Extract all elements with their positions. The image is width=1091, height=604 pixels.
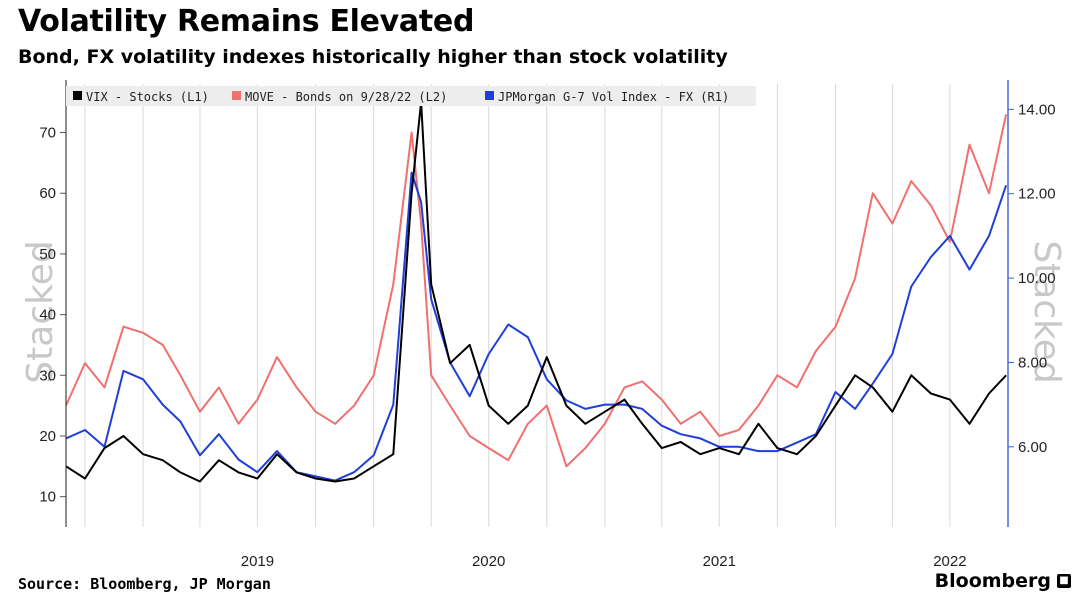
bloomberg-logo-icon: ■	[1057, 574, 1071, 588]
watermark-left: Stacked	[20, 240, 61, 383]
legend-label-move: MOVE - Bonds on 9/28/22 (L2)	[245, 90, 447, 104]
y-left-tick-label: 60	[39, 185, 56, 202]
chart-title: Volatility Remains Elevated	[18, 4, 475, 39]
legend-swatch-move	[232, 91, 241, 100]
y-left-tick-label: 70	[39, 125, 56, 142]
y-right-tick-label: 12.00	[1018, 186, 1056, 203]
brand-logo: Bloomberg ■	[935, 570, 1071, 592]
chart-axes: 10 20 30 40 50 60 70 6.00 8.00 10.00 12.00 14.00 201…	[39, 80, 1056, 570]
y-left-tick-label: 30	[39, 367, 56, 384]
watermarks: Stacked Stacked	[20, 240, 1067, 383]
x-tick-label: 2021	[703, 553, 736, 570]
y-left-tick-label: 10	[39, 489, 56, 506]
series-line-vix	[65, 101, 1007, 483]
chart-subtitle: Bond, FX volatility indexes historically…	[18, 46, 728, 68]
y-right-tick-label: 6.00	[1018, 439, 1047, 456]
legend-label-vix: VIX - Stocks (L1)	[86, 90, 209, 104]
legend: VIX - Stocks (L1) MOVE - Bonds on 9/28/2…	[66, 86, 756, 106]
x-tick-label: 2020	[472, 553, 505, 570]
y-left-tick-label: 40	[39, 307, 56, 324]
y-right-tick-label: 10.00	[1018, 270, 1056, 287]
y-left-tick-label: 20	[39, 428, 56, 445]
y-right-tick-label: 14.00	[1018, 101, 1056, 118]
chart-grid	[84, 84, 1009, 527]
source-note: Source: Bloomberg, JP Morgan	[18, 575, 271, 593]
brand-name: Bloomberg	[934, 570, 1051, 592]
legend-swatch-vix	[73, 91, 82, 100]
x-tick-label: 2019	[241, 553, 274, 570]
series-line-fx	[65, 171, 1008, 482]
x-tick-label: 2022	[933, 553, 966, 570]
watermark-right: Stacked	[1026, 240, 1067, 383]
y-left-tick-label: 50	[39, 246, 56, 263]
legend-label-fx: JPMorgan G-7 Vol Index - FX (R1)	[498, 90, 729, 104]
legend-swatch-fx	[485, 91, 494, 100]
series-lines	[65, 101, 1008, 483]
y-right-tick-label: 8.00	[1018, 354, 1047, 371]
series-line-move	[65, 114, 1008, 468]
